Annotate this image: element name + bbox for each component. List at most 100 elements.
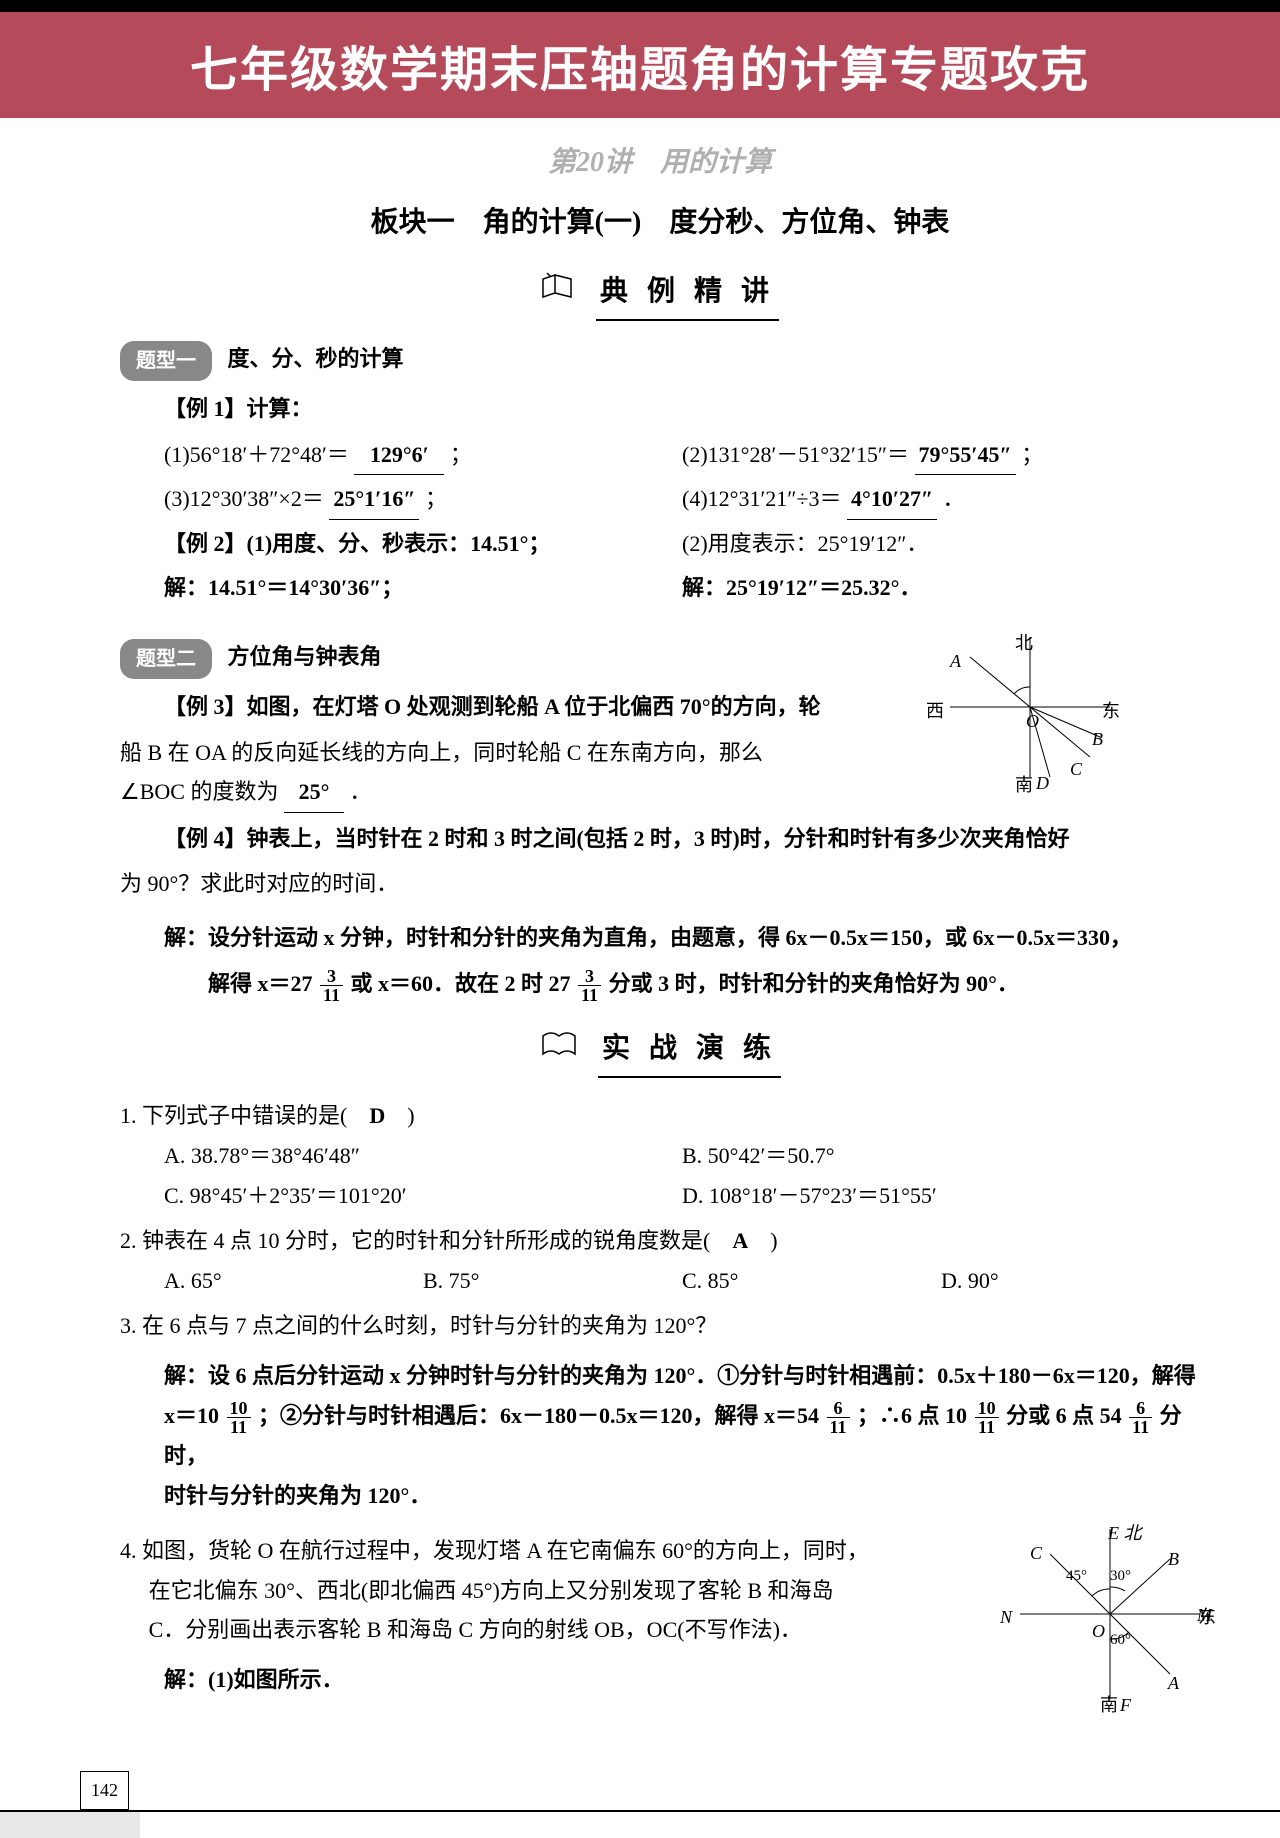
- frac-n: 3: [578, 967, 601, 986]
- q2-options: A. 65° B. 75° C. 85° D. 90°: [164, 1261, 1200, 1301]
- d2-O: O: [1092, 1615, 1105, 1647]
- q1-options-row2: C. 98°45′＋2°35′＝101°20′ D. 108°18′－57°23…: [164, 1176, 1200, 1216]
- q2-end: ): [748, 1228, 777, 1253]
- example-1-label: 【例 1】计算：: [120, 389, 1200, 429]
- fd: 11: [975, 1418, 999, 1436]
- ex1-item-4: (4)12°31′21″÷3＝ 4°10′27″ ．: [682, 479, 1200, 520]
- d1-B: B: [1092, 723, 1103, 755]
- practice-label: 实 战 演 练: [598, 1024, 781, 1078]
- d1-A: A: [950, 645, 961, 677]
- ex3c: ∠BOC 的度数为: [120, 779, 278, 804]
- fraction: 311: [578, 967, 601, 1004]
- punct: ．: [349, 779, 371, 804]
- punct: ；: [425, 486, 447, 511]
- d2-45: 45°: [1066, 1563, 1087, 1590]
- d2-A: A: [1168, 1667, 1179, 1699]
- ex2a: 【例 2】(1)用度、分、秒表示：14.51°；: [164, 531, 550, 556]
- s4c: 分或 3 时，时针和分针的夹角恰好为 90°．: [609, 971, 1019, 996]
- punct: ．: [943, 486, 965, 511]
- topic-title-2: 方位角与钟表角: [228, 644, 382, 669]
- ex1-q1: (1)56°18′＋72°48′＝: [164, 442, 349, 467]
- d2-N: N: [1000, 1601, 1012, 1633]
- practice-block: 1. 下列式子中错误的是( D ) A. 38.78°＝38°46′48″ B.…: [120, 1096, 1200, 1699]
- q1-end: ): [385, 1103, 414, 1128]
- fraction: 1011: [975, 1399, 999, 1436]
- q2-opt-b: B. 75°: [423, 1261, 682, 1301]
- d2-B: B: [1168, 1543, 1179, 1575]
- ex1-a1: 129°6′: [354, 435, 444, 476]
- d2-north: E 北: [1108, 1517, 1142, 1549]
- punct: ；: [450, 442, 472, 467]
- section-heading: 板块一 角的计算(一) 度分秒、方位角、钟表: [120, 198, 1200, 248]
- top-border: [0, 0, 1280, 12]
- worksheet-content: 第20讲 用的计算 板块一 角的计算(一) 度分秒、方位角、钟表 典 例 精 讲…: [0, 118, 1280, 1810]
- q3: 3. 在 6 点与 7 点之间的什么时刻，时针与分针的夹角为 120°？: [120, 1306, 1200, 1346]
- s4a: 解得 x＝27: [208, 971, 313, 996]
- fn: 6: [827, 1399, 850, 1418]
- d2-F: F: [1120, 1689, 1131, 1721]
- d1-west: 西: [926, 695, 944, 727]
- d1-north: 北: [1015, 627, 1033, 659]
- fd: 11: [827, 1418, 850, 1436]
- q1-opt-a: A. 38.78°＝38°46′48″: [164, 1136, 682, 1176]
- fraction: 611: [1129, 1399, 1152, 1436]
- ex1-item-2: (2)131°28′－51°32′15″＝ 79°55′45″ ；: [682, 435, 1200, 476]
- d2-30: 30°: [1110, 1563, 1131, 1590]
- q2-stem: 2. 钟表在 4 点 10 分时，它的时针和分针所形成的锐角度数是(: [120, 1228, 732, 1253]
- ex1-a2: 79°55′45″: [915, 435, 1016, 476]
- ex1-item-3: (3)12°30′38″×2＝ 25°1′16″ ；: [164, 479, 682, 520]
- d1-south: 南: [1015, 769, 1033, 801]
- q1-opt-c: C. 98°45′＋2°35′＝101°20′: [164, 1176, 682, 1216]
- ex2-sol-a: 解：14.51°＝14°30′36″；: [164, 568, 682, 608]
- q3c: ；∴6 点 10: [857, 1403, 967, 1428]
- d2-60: 60°: [1110, 1627, 1131, 1654]
- d1-C: C: [1070, 753, 1082, 785]
- q2-opt-a: A. 65°: [164, 1261, 423, 1301]
- fraction: 1011: [227, 1399, 251, 1436]
- fn: 10: [227, 1399, 251, 1418]
- ex2-part2: (2)用度表示：25°19′12″．: [682, 524, 1200, 564]
- ex3a: 【例 3】如图，在灯塔 O 处观测到轮船 A 位于北偏西 70°的方向，轮: [164, 694, 821, 719]
- fraction: 611: [827, 1399, 850, 1436]
- q3-sol-2: x＝10 1011 ；②分针与时针相遇后：6x－180－0.5x＝120，解得 …: [164, 1396, 1200, 1476]
- book-icon: [541, 268, 577, 318]
- q3b: ；②分针与时针相遇后：6x－180－0.5x＝120，解得 x＝54: [258, 1403, 819, 1428]
- fraction: 311: [320, 967, 343, 1004]
- ex4-line2: 为 90°？求此时对应的时间．: [120, 864, 1200, 904]
- q3a: x＝10: [164, 1403, 219, 1428]
- examples-label: 典 例 精 讲: [596, 267, 779, 321]
- compass-diagram-1: 北 东 西 南 A B C D O: [920, 627, 1140, 797]
- ex1-q3: (3)12°30′38″×2＝: [164, 486, 324, 511]
- punct: ；: [1021, 442, 1043, 467]
- q3d: 分或 6 点 54: [1006, 1403, 1122, 1428]
- page-title-banner: 七年级数学期末压轴题角的计算专题攻克: [0, 12, 1280, 118]
- q2: 2. 钟表在 4 点 10 分时，它的时针和分针所形成的锐角度数是( A ): [120, 1221, 1200, 1261]
- bottom-border: [0, 1810, 1280, 1838]
- fn: 10: [975, 1399, 999, 1418]
- ex4a: 【例 4】钟表上，当时针在 2 时和 3 时之间(包括 2 时，3 时)时，分针…: [164, 826, 1070, 851]
- topic-block-2: 北 东 西 南 A B C D O 题型二 方位角与钟表角 【例 3】如图，在灯…: [120, 637, 1200, 1004]
- ex2-sol-b: 解：25°19′12″＝25.32°．: [682, 568, 1200, 608]
- q1-ans: D: [369, 1103, 385, 1128]
- frac-n: 3: [320, 967, 343, 986]
- ex1-q4: (4)12°31′21″÷3＝: [682, 486, 842, 511]
- fn: 6: [1129, 1399, 1152, 1418]
- ex4-line1: 【例 4】钟表上，当时针在 2 时和 3 时之间(包括 2 时，3 时)时，分针…: [120, 819, 1200, 859]
- d1-east: 东: [1102, 695, 1120, 727]
- ex1-q2: (2)131°28′－51°32′15″＝: [682, 442, 909, 467]
- q2-ans: A: [732, 1228, 748, 1253]
- d1-D: D: [1036, 767, 1049, 799]
- d1-O: O: [1026, 705, 1039, 737]
- compass-diagram-2: E 北 南 东 N M C B A O F 45° 30° 60°: [1000, 1519, 1220, 1719]
- d2-south: 南: [1100, 1689, 1118, 1721]
- q1-stem: 1. 下列式子中错误的是(: [120, 1103, 369, 1128]
- q1-options-row1: A. 38.78°＝38°46′48″ B. 50°42′＝50.7°: [164, 1136, 1200, 1176]
- ex2-part1: 【例 2】(1)用度、分、秒表示：14.51°；: [164, 524, 682, 564]
- ex3-ans: 25°: [284, 772, 344, 813]
- open-book-icon: [539, 1025, 579, 1075]
- q1: 1. 下列式子中错误的是( D ): [120, 1096, 1200, 1136]
- fd: 11: [1129, 1418, 1152, 1436]
- fd: 11: [227, 1418, 251, 1436]
- s4b: 或 x＝60．故在 2 时 27: [351, 971, 571, 996]
- q1-opt-d: D. 108°18′－57°23′＝51°55′: [682, 1176, 1200, 1216]
